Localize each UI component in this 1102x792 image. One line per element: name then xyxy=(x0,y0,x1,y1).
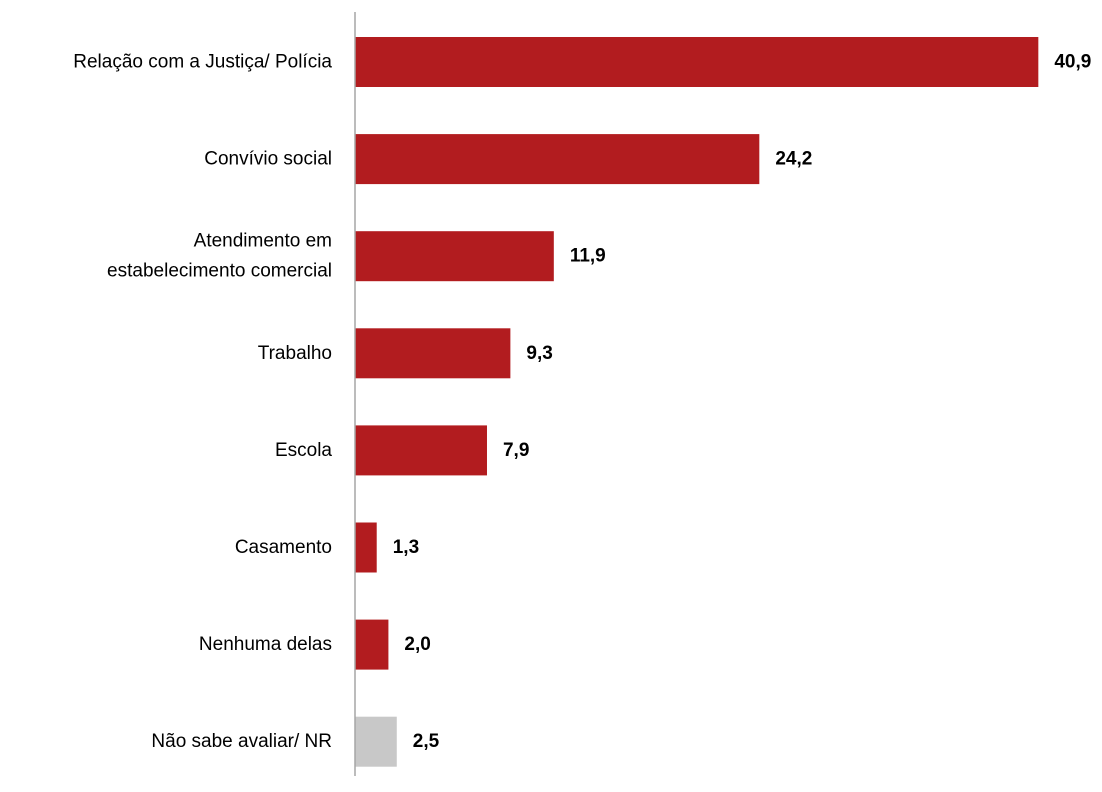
bar-1 xyxy=(355,37,1039,87)
value-label-3: 11,9 xyxy=(570,246,606,267)
bar-6 xyxy=(355,522,377,573)
category-label-6: Casamento xyxy=(235,537,332,558)
bar-4 xyxy=(355,328,511,379)
bar-8 xyxy=(355,716,397,767)
category-label-7: Nenhuma delas xyxy=(199,634,332,655)
category-label-3: Atendimento em estabelecimento comercial xyxy=(107,231,332,282)
bar-3 xyxy=(355,231,554,282)
bar-7 xyxy=(355,619,389,670)
category-label-2: Convívio social xyxy=(204,149,332,170)
value-label-8: 2,5 xyxy=(413,731,440,752)
value-label-2: 24,2 xyxy=(775,149,812,170)
value-label-5: 7,9 xyxy=(503,440,529,461)
category-label-4: Trabalho xyxy=(258,343,332,364)
category-label-8: Não sabe avaliar/ NR xyxy=(151,731,332,752)
category-label-1: Relação com a Justiça/ Polícia xyxy=(73,52,332,73)
value-label-6: 1,3 xyxy=(393,537,419,558)
bar-2 xyxy=(355,134,760,185)
value-label-1: 40,9 xyxy=(1054,52,1091,73)
value-label-7: 2,0 xyxy=(404,634,430,655)
category-label-5: Escola xyxy=(275,440,332,461)
value-label-4: 9,3 xyxy=(526,343,552,364)
bar-5 xyxy=(355,425,487,476)
